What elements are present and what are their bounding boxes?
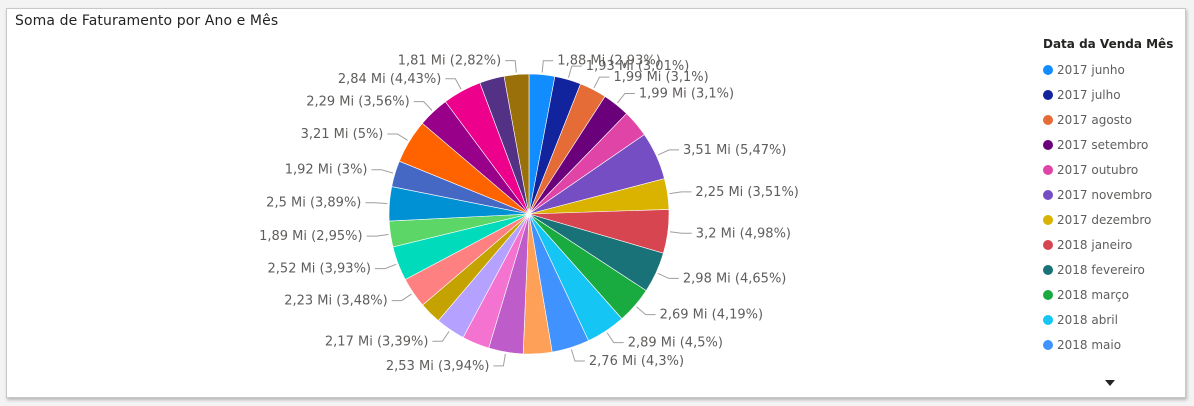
leader-line	[375, 263, 397, 270]
legend-label: 2018 abril	[1057, 312, 1118, 327]
leader-line	[493, 353, 506, 367]
data-label: 3,21 Mi (5%)	[301, 127, 384, 142]
data-label: 1,99 Mi (3,1%)	[614, 70, 709, 85]
legend-dot-icon	[1043, 339, 1053, 350]
legend-item[interactable]: 2018 março	[1043, 282, 1183, 307]
leader-line	[365, 202, 388, 205]
legend-item[interactable]: 2018 fevereiro	[1043, 257, 1183, 282]
legend-label: 2018 janeiro	[1057, 237, 1133, 252]
leader-line	[541, 60, 554, 73]
leader-line	[636, 306, 656, 316]
data-label: 1,99 Mi (3,1%)	[639, 87, 734, 102]
leader-line	[657, 149, 679, 156]
data-label: 2,53 Mi (3,94%)	[386, 359, 489, 374]
leader-line	[366, 233, 389, 237]
legend-item[interactable]: 2017 julho	[1043, 82, 1183, 107]
data-label: 1,93 Mi (3,01%)	[586, 59, 689, 74]
legend-dot-icon	[1043, 114, 1053, 125]
leader-line	[371, 169, 394, 174]
legend-label: 2017 junho	[1057, 62, 1125, 77]
leader-line	[387, 133, 408, 141]
data-label: 2,25 Mi (3,51%)	[695, 185, 798, 200]
legend-label: 2017 novembro	[1057, 187, 1153, 202]
legend-dot-icon	[1043, 314, 1053, 325]
legend-dot-icon	[1043, 89, 1053, 100]
leader-line	[593, 76, 610, 89]
data-label: 2,52 Mi (3,93%)	[268, 262, 371, 277]
leader-line	[657, 272, 679, 279]
legend-label: 2017 agosto	[1057, 112, 1132, 127]
data-label: 2,5 Mi (3,89%)	[266, 196, 361, 211]
leader-line	[568, 65, 582, 78]
data-label: 1,88 Mi (2,93%)	[557, 54, 660, 69]
legend-dot-icon	[1043, 164, 1053, 175]
data-label: 2,89 Mi (4,5%)	[628, 336, 723, 351]
pie-chart[interactable]: 1,88 Mi (2,93%)1,93 Mi (3,01%)1,99 Mi (3…	[7, 9, 1037, 397]
data-label: 2,76 Mi (4,3%)	[589, 354, 684, 369]
legend-scroll-down-icon[interactable]	[1105, 380, 1115, 386]
leader-line	[669, 231, 692, 234]
leader-line	[505, 60, 517, 73]
leader-line	[391, 293, 412, 302]
data-label: 2,69 Mi (4,19%)	[660, 308, 763, 323]
legend-label: 2017 dezembro	[1057, 212, 1152, 227]
legend-item[interactable]: 2018 janeiro	[1043, 232, 1183, 257]
leader-line	[570, 349, 585, 362]
data-label: 3,51 Mi (5,47%)	[683, 143, 786, 158]
legend-dot-icon	[1043, 239, 1053, 250]
data-label: 1,92 Mi (3%)	[285, 163, 368, 178]
chart-title: Soma de Faturamento por Ano e Mês	[15, 13, 279, 29]
data-label: 2,84 Mi (4,43%)	[338, 72, 441, 87]
leader-line	[617, 93, 635, 104]
data-label: 2,29 Mi (3,56%)	[306, 95, 409, 110]
legend-label: 2017 outubro	[1057, 162, 1139, 177]
legend-dot-icon	[1043, 189, 1053, 200]
leader-line	[432, 331, 450, 342]
leader-line	[606, 332, 624, 344]
legend-dot-icon	[1043, 264, 1053, 275]
legend-dot-icon	[1043, 289, 1053, 300]
legend: Data da Venda Mês 2017 junho 2017 julho 20…	[1043, 37, 1183, 357]
data-label: 2,23 Mi (3,48%)	[284, 294, 387, 309]
legend-dot-icon	[1043, 64, 1053, 75]
legend-item[interactable]: 2017 novembro	[1043, 182, 1183, 207]
legend-item[interactable]: 2017 outubro	[1043, 157, 1183, 182]
legend-item[interactable]: 2017 agosto	[1043, 107, 1183, 132]
legend-item[interactable]: 2018 abril	[1043, 307, 1183, 332]
legend-label: 2018 março	[1057, 287, 1130, 302]
leader-line	[413, 101, 433, 111]
legend-item[interactable]: 2018 maio	[1043, 332, 1183, 357]
leader-line	[445, 78, 462, 90]
data-label: 2,98 Mi (4,65%)	[683, 271, 786, 286]
legend-label: 2018 maio	[1057, 337, 1122, 352]
data-label: 3,2 Mi (4,98%)	[696, 226, 791, 241]
legend-dot-icon	[1043, 214, 1053, 225]
legend-item[interactable]: 2017 dezembro	[1043, 207, 1183, 232]
pie-chart-visual[interactable]: Soma de Faturamento por Ano e Mês 1,88 M…	[6, 8, 1186, 398]
legend-label: 2017 julho	[1057, 87, 1121, 102]
legend-title: Data da Venda Mês	[1043, 37, 1174, 51]
leader-line	[669, 191, 692, 195]
legend-label: 2017 setembro	[1057, 137, 1149, 152]
legend-item[interactable]: 2017 setembro	[1043, 132, 1183, 157]
legend-items: 2017 junho 2017 julho 2017 agosto 2017 sete…	[1043, 57, 1183, 357]
pie-slice[interactable]	[503, 73, 530, 215]
legend-dot-icon	[1043, 139, 1053, 150]
data-label: 1,81 Mi (2,82%)	[398, 54, 501, 69]
legend-item[interactable]: 2017 junho	[1043, 57, 1183, 82]
data-label: 1,89 Mi (2,95%)	[259, 229, 362, 244]
legend-label: 2018 fevereiro	[1057, 262, 1145, 277]
data-label: 2,17 Mi (3,39%)	[325, 334, 428, 349]
